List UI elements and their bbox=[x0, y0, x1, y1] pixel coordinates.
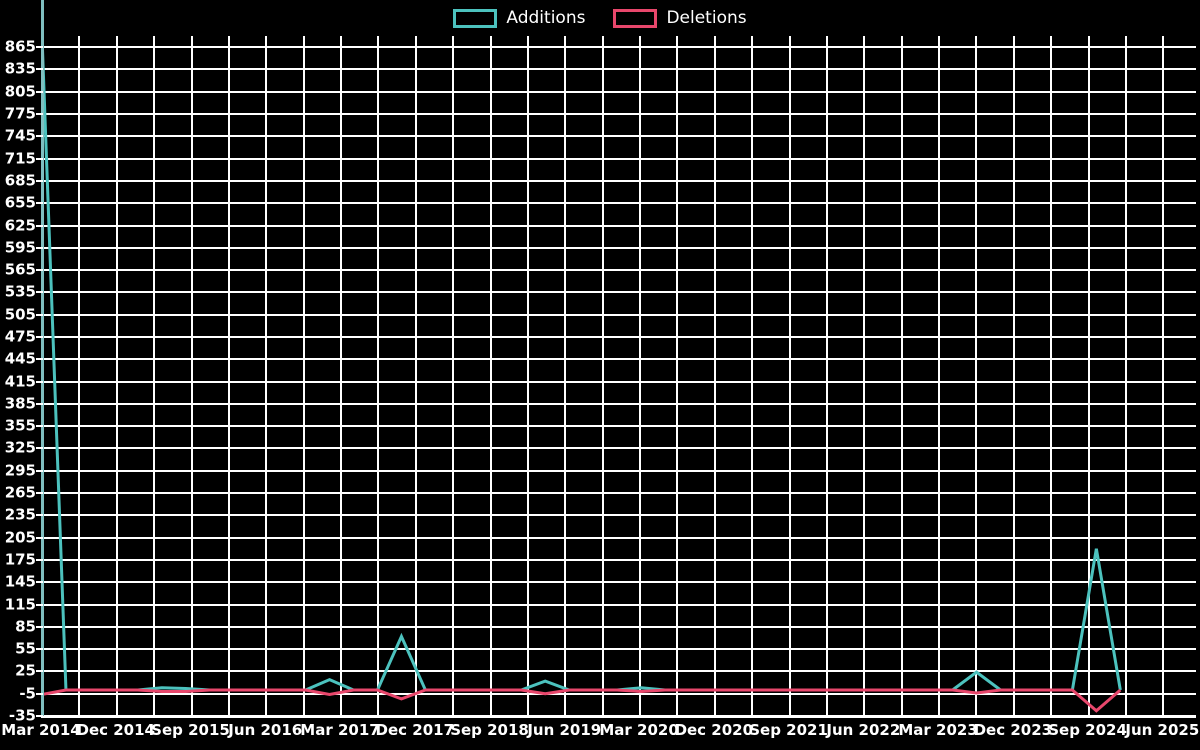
legend-item-additions[interactable]: Additions bbox=[453, 7, 586, 28]
y-axis-tick-label: 145 bbox=[4, 572, 36, 591]
x-axis-tick-label: Dec 2017 bbox=[375, 721, 455, 739]
x-axis-tick-label: Jun 2025 bbox=[1125, 721, 1200, 739]
y-axis-tick-label: 625 bbox=[4, 216, 36, 234]
x-axis-tick-label: Sep 2015 bbox=[151, 721, 230, 739]
x-axis-tick-label: Sep 2018 bbox=[450, 721, 529, 739]
polyline-deletions bbox=[42, 690, 1120, 711]
y-axis-tick-label: 685 bbox=[4, 171, 36, 190]
y-axis-tick-label: -35 bbox=[8, 706, 36, 725]
y-axis-tick-label: 355 bbox=[4, 416, 36, 435]
x-axis-tick-label: Sep 2024 bbox=[1048, 721, 1127, 739]
legend-swatch-additions-icon bbox=[453, 8, 498, 28]
y-axis-tick-label: 655 bbox=[4, 193, 36, 212]
x-axis-tick-label: Jun 2016 bbox=[228, 721, 303, 739]
y-axis-tick-label: 565 bbox=[4, 260, 36, 279]
legend-swatch-deletions-icon bbox=[613, 8, 658, 28]
x-axis-tick-labels: Mar 2014 Dec 2014 Sep 2015 Jun 2016 Mar 2017… bbox=[0, 722, 1200, 750]
y-axis-tick-label: 415 bbox=[4, 372, 36, 391]
y-axis-tick-label: 715 bbox=[4, 149, 36, 168]
y-axis-tick-label: 595 bbox=[4, 238, 36, 257]
x-axis-tick-label: Mar 2023 bbox=[898, 721, 978, 739]
y-axis-tick-label: -5 bbox=[19, 684, 36, 703]
x-axis-tick-label: Mar 2017 bbox=[300, 721, 380, 739]
y-axis-tick-label: 175 bbox=[4, 550, 36, 569]
series-layer bbox=[41, 36, 1196, 716]
x-axis-tick-label: Dec 2020 bbox=[674, 721, 754, 739]
x-axis-tick-label: Sep 2021 bbox=[749, 721, 828, 739]
x-axis-tick-label: Jun 2019 bbox=[527, 721, 602, 739]
y-axis-tick-label: 385 bbox=[4, 394, 36, 413]
y-axis-tick-label: 835 bbox=[4, 59, 36, 78]
y-axis-tick-label: 205 bbox=[4, 528, 36, 547]
y-axis-tick-label: 505 bbox=[4, 305, 36, 324]
chart-legend: Additions Deletions bbox=[0, 0, 1200, 36]
x-axis-tick-label: Dec 2023 bbox=[973, 721, 1053, 739]
y-axis-tick-label: 865 bbox=[4, 37, 36, 56]
y-axis-tick-label: 475 bbox=[4, 327, 36, 346]
polyline-additions bbox=[42, 36, 1120, 690]
y-axis-tick-label: 55 bbox=[15, 639, 36, 658]
y-axis-tick-label: 235 bbox=[4, 505, 36, 524]
y-axis-tick-label: 265 bbox=[4, 483, 36, 502]
legend-label-deletions: Deletions bbox=[666, 7, 747, 28]
y-axis-tick-label: 325 bbox=[4, 438, 36, 457]
x-axis-tick-label: Mar 2014 bbox=[1, 721, 81, 739]
y-axis-tick-label: 535 bbox=[4, 282, 36, 301]
y-axis-tick-label: 445 bbox=[4, 349, 36, 368]
legend-label-additions: Additions bbox=[506, 7, 586, 28]
y-axis-line bbox=[41, 0, 44, 716]
y-axis-tick-label: 745 bbox=[4, 126, 36, 145]
x-axis-line bbox=[41, 716, 1196, 718]
series-line-additions bbox=[42, 36, 1120, 690]
plot-area bbox=[41, 36, 1196, 717]
x-axis-tick-label: Dec 2014 bbox=[76, 721, 156, 739]
series-line-deletions bbox=[42, 690, 1120, 711]
y-axis-tick-label: 115 bbox=[4, 595, 36, 614]
y-axis-tick-label: 775 bbox=[4, 104, 36, 123]
x-axis-tick-label: Mar 2020 bbox=[599, 721, 679, 739]
y-axis-tick-label: 805 bbox=[4, 82, 36, 101]
y-axis-tick-label: 25 bbox=[15, 661, 36, 680]
legend-item-deletions[interactable]: Deletions bbox=[613, 7, 747, 28]
y-axis-tick-label: 85 bbox=[15, 617, 36, 636]
x-axis-tick-label: Jun 2022 bbox=[826, 721, 901, 739]
y-axis-tick-label: 295 bbox=[4, 461, 36, 480]
